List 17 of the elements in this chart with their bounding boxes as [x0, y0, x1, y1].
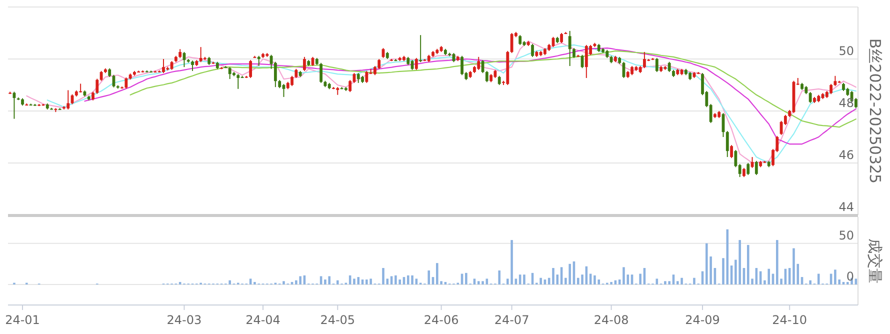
y-tick-label: 50: [838, 44, 854, 58]
x-tick-label: 24-01: [5, 313, 40, 327]
x-tick-label: 24-03: [166, 313, 202, 327]
y-tick-label: 50: [838, 228, 854, 242]
x-tick-label: 24-05: [320, 313, 356, 327]
x-tick-label: 24-04: [246, 313, 280, 327]
y-tick-label: 48: [838, 96, 854, 110]
x-tick-label: 24-08: [594, 313, 629, 327]
x-tick-label: 24-06: [424, 313, 459, 327]
y-axis-title: B丝2022-20250325: [866, 38, 884, 184]
x-tick-label: 24-07: [494, 313, 530, 327]
y-tick-label: 0: [846, 269, 854, 284]
x-tick-label: 24-09: [685, 313, 720, 327]
x-tick-label: 24-10: [772, 313, 808, 327]
y-tick-label: 44: [838, 200, 854, 214]
y-axis-title: 成交量: [866, 238, 884, 284]
y-tick-label: 46: [838, 148, 854, 162]
